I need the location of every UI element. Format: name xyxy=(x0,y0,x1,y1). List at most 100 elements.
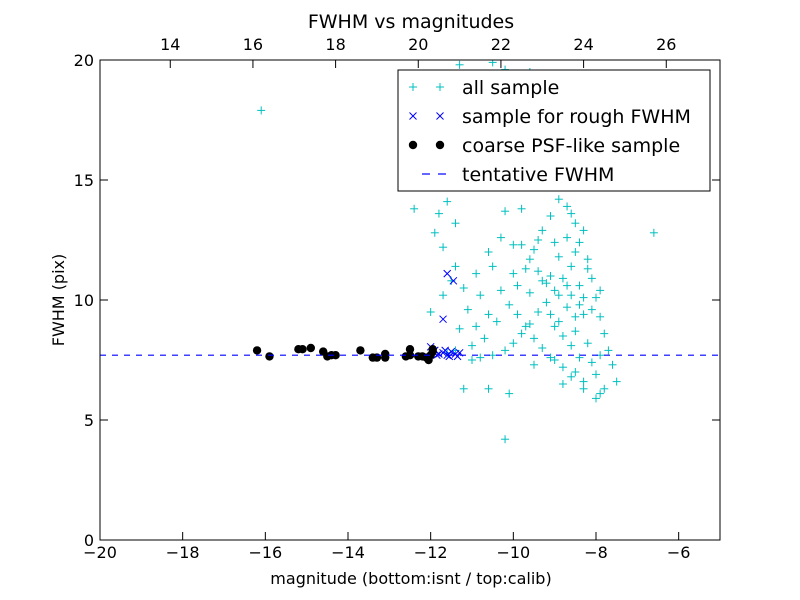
data-point xyxy=(571,327,580,336)
data-point xyxy=(530,360,538,369)
data-point xyxy=(542,298,551,307)
data-point xyxy=(513,281,522,290)
data-point xyxy=(459,384,468,393)
legend-label: tentative FWHM xyxy=(462,164,614,186)
legend-entry: coarse PSF-like sample xyxy=(408,135,680,157)
data-point xyxy=(509,269,518,278)
data-point xyxy=(517,329,526,338)
data-point xyxy=(546,212,555,220)
data-point xyxy=(558,332,567,340)
data-point xyxy=(521,264,530,273)
x-tick-label: −20 xyxy=(83,543,117,562)
data-point xyxy=(575,238,584,247)
data-point xyxy=(554,195,563,204)
data-point xyxy=(492,317,501,326)
data-point xyxy=(455,60,464,69)
data-point xyxy=(447,347,456,356)
data-point xyxy=(567,262,576,271)
data-point xyxy=(468,356,476,364)
data-point xyxy=(563,233,572,242)
data-point xyxy=(587,305,596,314)
data-point xyxy=(571,219,580,228)
data-point xyxy=(575,281,584,290)
data-point xyxy=(449,276,458,285)
data-point xyxy=(517,204,526,213)
legend-marker-circle xyxy=(408,140,418,150)
x-tick-label: −12 xyxy=(414,543,448,562)
data-point xyxy=(476,291,485,300)
data-point xyxy=(525,288,534,297)
y-tick-label: 5 xyxy=(84,411,94,430)
data-point xyxy=(592,394,600,403)
data-point xyxy=(447,276,456,285)
legend-entry: all sample xyxy=(409,77,559,99)
data-point xyxy=(428,345,437,354)
data-point xyxy=(472,322,481,331)
y-tick-label: 10 xyxy=(74,291,94,310)
top-x-tick-label: 14 xyxy=(160,35,180,54)
data-point xyxy=(405,345,415,354)
legend-entry: sample for rough FWHM xyxy=(409,106,691,128)
data-point xyxy=(592,370,600,379)
data-point xyxy=(575,353,584,362)
data-point xyxy=(575,300,584,309)
data-point xyxy=(488,262,497,271)
data-point xyxy=(513,310,522,319)
data-point xyxy=(505,389,514,398)
data-point xyxy=(571,368,580,376)
data-point xyxy=(596,286,605,295)
data-point xyxy=(546,353,555,362)
data-point xyxy=(592,293,600,302)
x-tick-label: −16 xyxy=(248,543,282,562)
data-point xyxy=(463,305,472,314)
legend-marker-plus xyxy=(436,83,444,91)
data-point xyxy=(608,360,617,369)
data-point xyxy=(488,60,497,67)
data-point xyxy=(439,291,448,300)
data-point xyxy=(445,352,454,361)
data-point xyxy=(453,352,462,361)
data-point xyxy=(538,276,547,285)
data-point xyxy=(496,233,505,242)
data-point xyxy=(265,352,274,361)
data-point xyxy=(459,284,468,292)
data-point xyxy=(567,291,576,300)
top-x-tick-label: 20 xyxy=(408,35,428,54)
data-point xyxy=(596,389,605,398)
data-point xyxy=(517,240,526,249)
data-point xyxy=(579,377,588,386)
data-point xyxy=(521,322,530,331)
data-point xyxy=(558,380,567,388)
data-point xyxy=(550,356,559,364)
data-point xyxy=(554,252,563,261)
data-point xyxy=(331,351,340,360)
data-point xyxy=(534,236,543,244)
data-point xyxy=(542,279,551,288)
data-point xyxy=(530,245,538,254)
data-point xyxy=(583,255,592,264)
x-tick-label: −14 xyxy=(331,543,365,562)
x-tick-label: −10 xyxy=(496,543,530,562)
data-point xyxy=(558,274,567,283)
data-point xyxy=(505,300,514,309)
data-point xyxy=(571,312,580,321)
data-point xyxy=(410,204,419,213)
data-point xyxy=(439,243,448,252)
data-point xyxy=(501,207,510,216)
data-point xyxy=(430,228,439,237)
legend-label: all sample xyxy=(462,77,559,99)
legend-label: sample for rough FWHM xyxy=(462,106,691,128)
y-tick-label: 0 xyxy=(84,531,94,550)
data-point xyxy=(583,264,592,273)
legend-marker-x xyxy=(409,112,417,120)
data-point xyxy=(496,286,505,295)
x-tick-label: −8 xyxy=(584,543,608,562)
data-point xyxy=(472,269,481,278)
data-point xyxy=(443,197,452,206)
data-point xyxy=(451,262,460,271)
x-tick-label: −6 xyxy=(667,543,691,562)
data-point xyxy=(534,308,543,316)
x-tick-label: −18 xyxy=(166,543,200,562)
data-point xyxy=(455,324,464,333)
